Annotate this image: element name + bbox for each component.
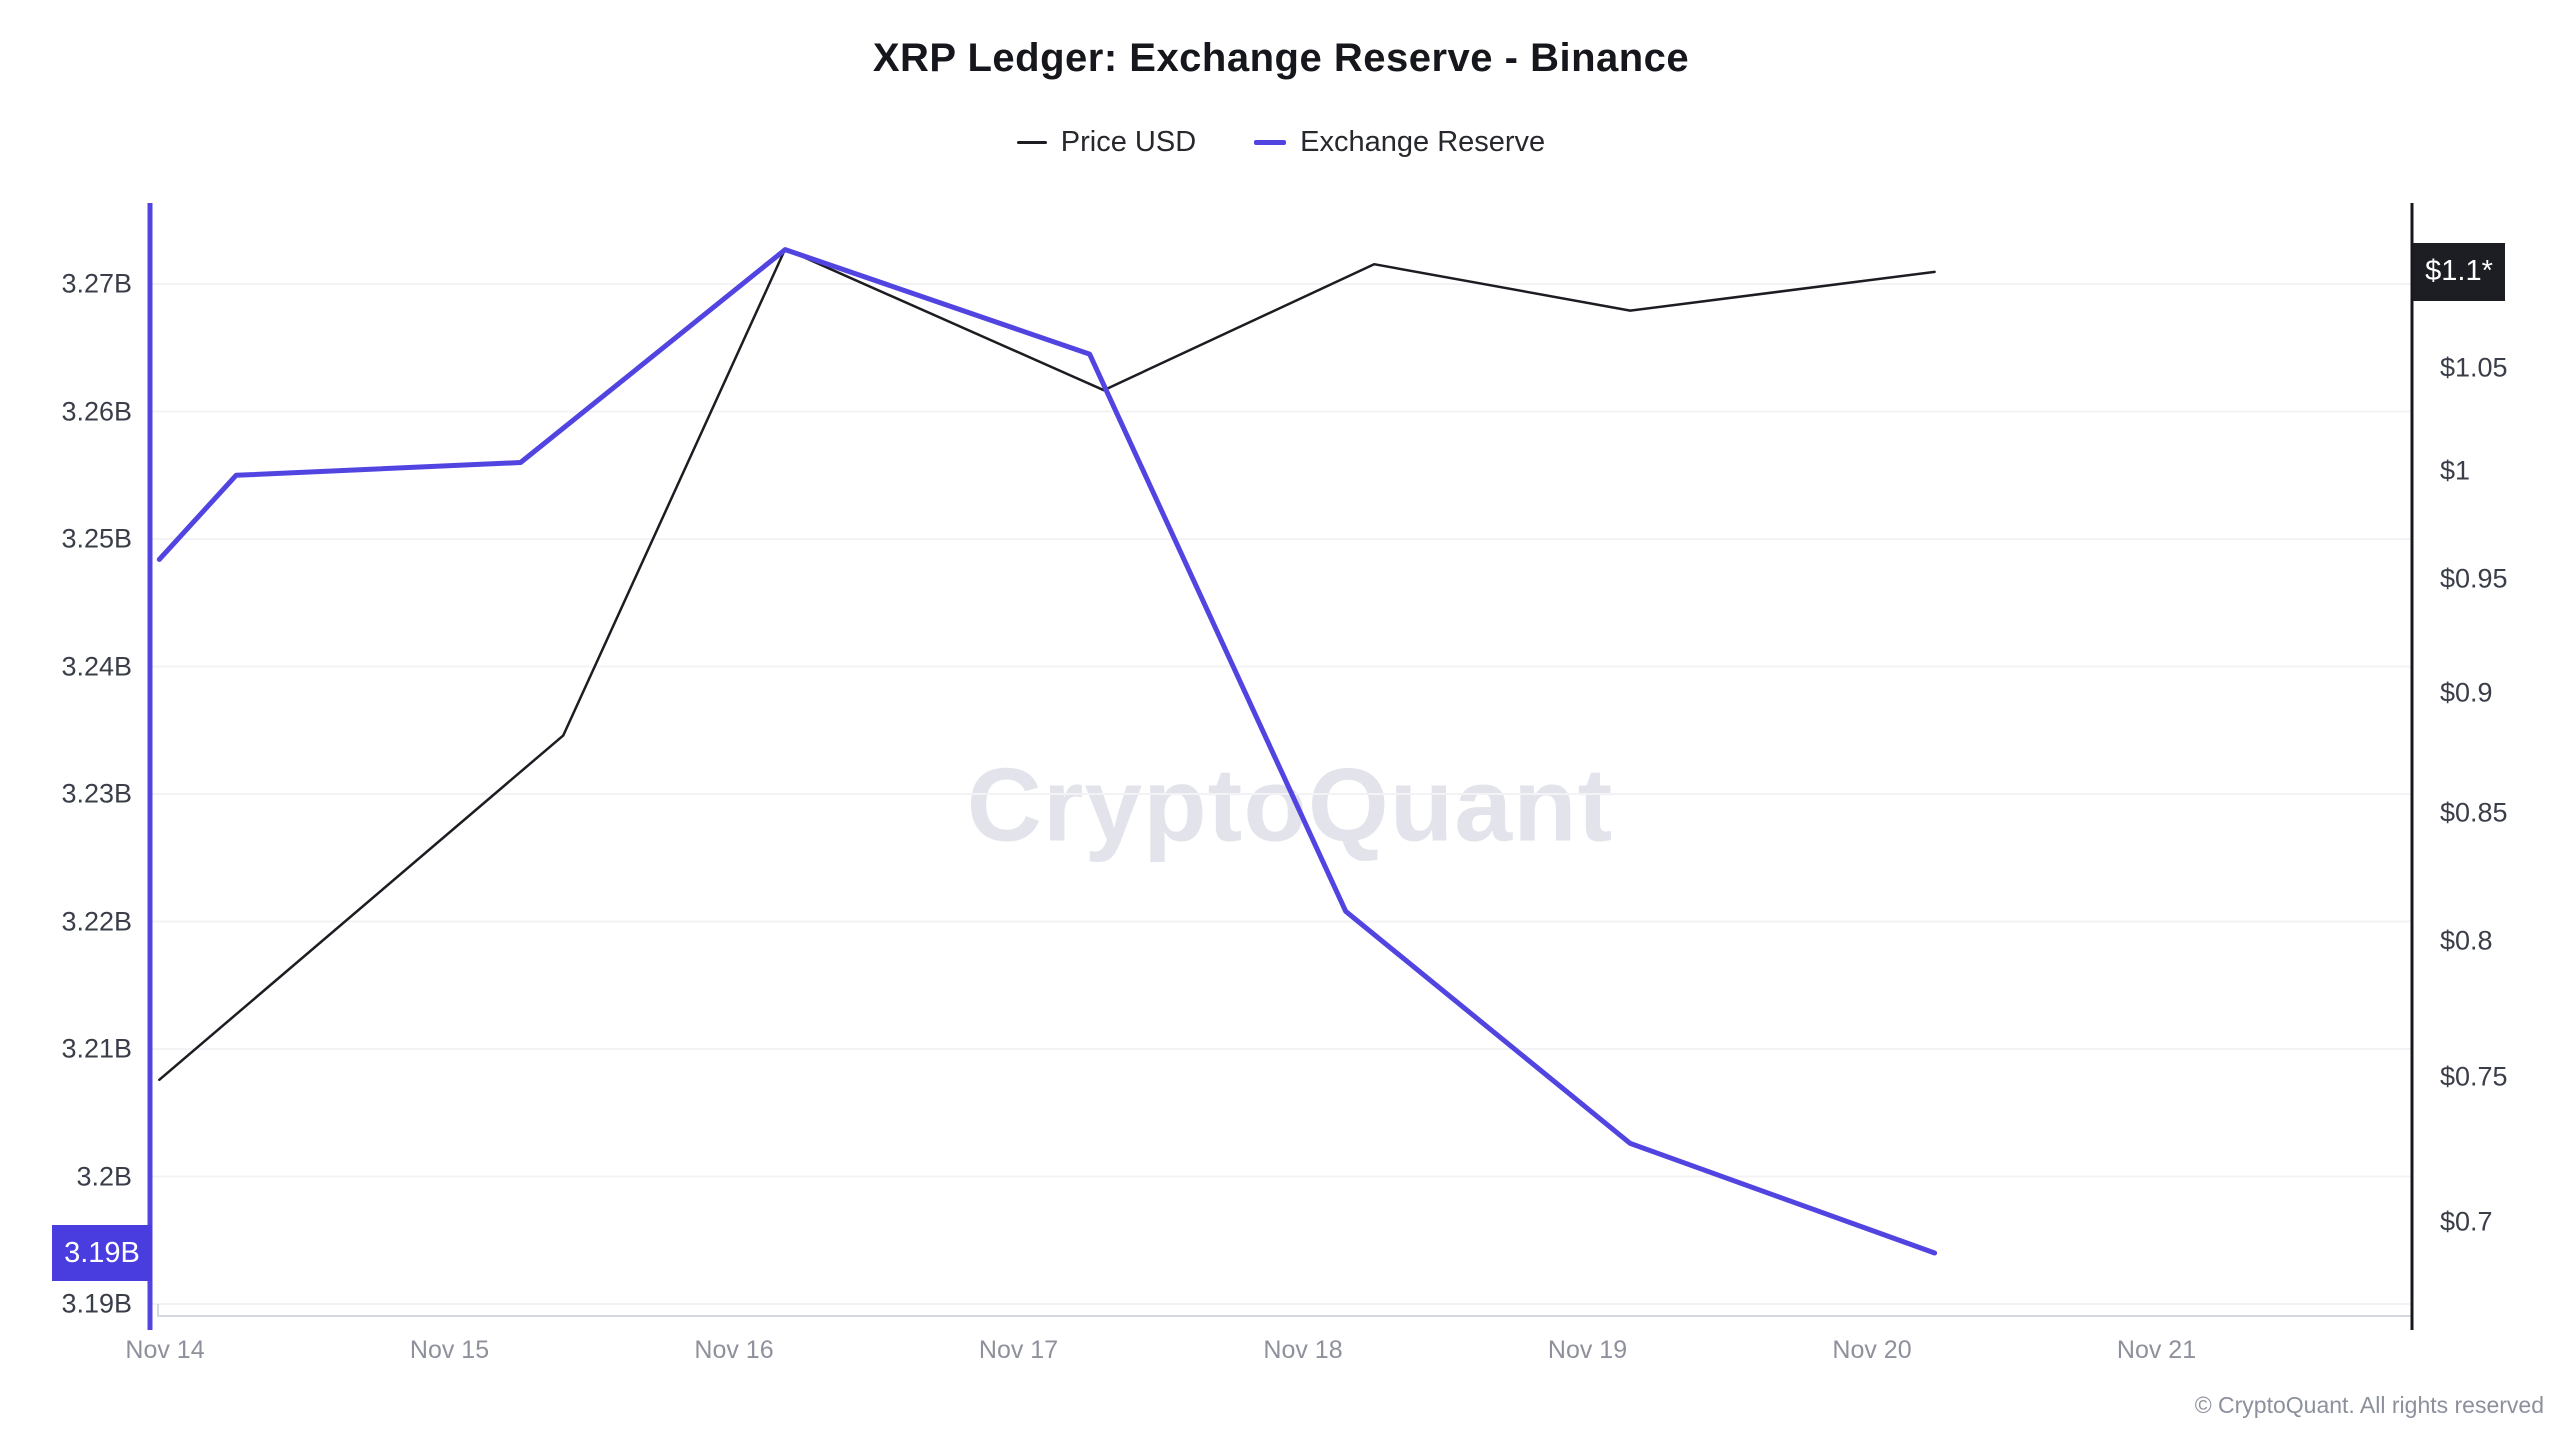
right-axis-tick-label: $0.8 [2440, 925, 2493, 956]
reserve-line-swatch-icon [1254, 140, 1287, 145]
legend-item-exchange-reserve[interactable]: Exchange Reserve [1254, 126, 1545, 159]
left-axis-tick-label: 3.26B [61, 396, 132, 426]
legend: Price USD Exchange Reserve [150, 126, 2412, 159]
x-axis-tick-label: Nov 21 [2116, 1336, 2197, 1364]
right-axis-tick-label: $0.95 [2440, 563, 2508, 594]
cryptoquant-watermark: CryptoQuant [966, 747, 1614, 864]
left-axis-tick-label: 3.23B [61, 778, 132, 809]
price-line-swatch-icon [1016, 141, 1047, 144]
left-axis-tick-label: 3.25B [61, 523, 132, 554]
left-axis-tick-label: 3.2B [76, 1161, 132, 1191]
legend-item-price-usd[interactable]: Price USD [1016, 126, 1197, 159]
reserve-current-badge: 3.19B [52, 1225, 152, 1281]
price-current-badge: $1.1* [2413, 242, 2505, 301]
left-axis-tick-label: 3.22B [61, 906, 132, 936]
x-axis-line [157, 1304, 2412, 1317]
right-axis-tick-label: $0.9 [2440, 677, 2493, 708]
x-axis-tick-label: Nov 16 [694, 1336, 774, 1364]
x-axis-tick-label: Nov 19 [1547, 1336, 1628, 1364]
copyright-notice: © CryptoQuant. All rights reserved [2194, 1392, 2544, 1418]
x-axis-tick-label: Nov 15 [409, 1336, 490, 1364]
right-axis-tick-label: $1 [2440, 455, 2471, 486]
left-axis-tick-label: 3.27B [61, 268, 132, 299]
right-axis-tick-label: $0.7 [2440, 1206, 2493, 1237]
x-axis-tick-label: Nov 14 [125, 1336, 205, 1364]
left-axis-tick-label: 3.24B [61, 651, 132, 681]
legend-label-exchange-reserve: Exchange Reserve [1300, 126, 1546, 158]
x-axis-tick-label: Nov 17 [978, 1336, 1059, 1364]
right-axis-tick-label: $0.75 [2440, 1061, 2508, 1092]
legend-label-price-usd: Price USD [1060, 126, 1197, 158]
series-line-price-usd [158, 247, 1936, 1082]
left-axis-tick-label: 3.21B [61, 1033, 132, 1064]
right-axis-tick-label: $0.85 [2440, 797, 2508, 828]
x-axis-tick-label: Nov 20 [1832, 1336, 1912, 1364]
chart-title: XRP Ledger: Exchange Reserve - Binance [872, 36, 1690, 80]
left-axis-tick-label: 3.19B [61, 1288, 132, 1319]
x-axis-tick-label: Nov 18 [1263, 1336, 1343, 1364]
right-axis-tick-label: $1.05 [2440, 352, 2508, 383]
series-line-exchange-reserve [156, 247, 1938, 1256]
